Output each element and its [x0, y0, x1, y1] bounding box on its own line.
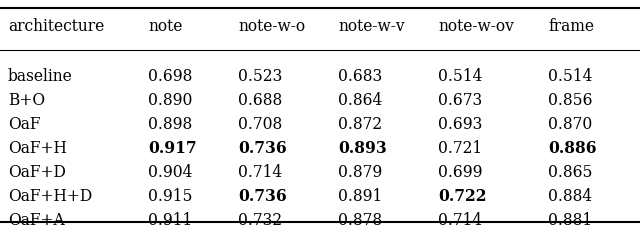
Text: 0.865: 0.865: [548, 164, 593, 181]
Text: 0.893: 0.893: [338, 140, 387, 157]
Text: OaF+H+D: OaF+H+D: [8, 188, 92, 205]
Text: 0.699: 0.699: [438, 164, 483, 181]
Text: 0.879: 0.879: [338, 164, 382, 181]
Text: 0.915: 0.915: [148, 188, 193, 205]
Text: 0.722: 0.722: [438, 188, 486, 205]
Text: 0.683: 0.683: [338, 68, 382, 85]
Text: architecture: architecture: [8, 18, 104, 35]
Text: 0.890: 0.890: [148, 92, 193, 109]
Text: note-w-o: note-w-o: [238, 18, 305, 35]
Text: 0.673: 0.673: [438, 92, 483, 109]
Text: 0.911: 0.911: [148, 212, 192, 229]
Text: 0.714: 0.714: [238, 164, 282, 181]
Text: OaF+A: OaF+A: [8, 212, 65, 229]
Text: note: note: [148, 18, 182, 35]
Text: 0.688: 0.688: [238, 92, 282, 109]
Text: OaF+D: OaF+D: [8, 164, 66, 181]
Text: note-w-ov: note-w-ov: [438, 18, 514, 35]
Text: 0.708: 0.708: [238, 116, 282, 133]
Text: 0.864: 0.864: [338, 92, 382, 109]
Text: 0.514: 0.514: [548, 68, 593, 85]
Text: 0.698: 0.698: [148, 68, 193, 85]
Text: 0.884: 0.884: [548, 188, 592, 205]
Text: 0.878: 0.878: [338, 212, 382, 229]
Text: 0.721: 0.721: [438, 140, 482, 157]
Text: 0.514: 0.514: [438, 68, 483, 85]
Text: B+O: B+O: [8, 92, 45, 109]
Text: 0.904: 0.904: [148, 164, 193, 181]
Text: 0.736: 0.736: [238, 140, 287, 157]
Text: baseline: baseline: [8, 68, 73, 85]
Text: 0.736: 0.736: [238, 188, 287, 205]
Text: OaF+H: OaF+H: [8, 140, 67, 157]
Text: 0.872: 0.872: [338, 116, 382, 133]
Text: 0.886: 0.886: [548, 140, 596, 157]
Text: 0.870: 0.870: [548, 116, 592, 133]
Text: 0.693: 0.693: [438, 116, 483, 133]
Text: note-w-v: note-w-v: [338, 18, 404, 35]
Text: frame: frame: [548, 18, 594, 35]
Text: 0.732: 0.732: [238, 212, 282, 229]
Text: 0.898: 0.898: [148, 116, 192, 133]
Text: 0.714: 0.714: [438, 212, 482, 229]
Text: 0.881: 0.881: [548, 212, 592, 229]
Text: OaF: OaF: [8, 116, 40, 133]
Text: 0.891: 0.891: [338, 188, 382, 205]
Text: 0.523: 0.523: [238, 68, 282, 85]
Text: 0.917: 0.917: [148, 140, 196, 157]
Text: 0.856: 0.856: [548, 92, 593, 109]
